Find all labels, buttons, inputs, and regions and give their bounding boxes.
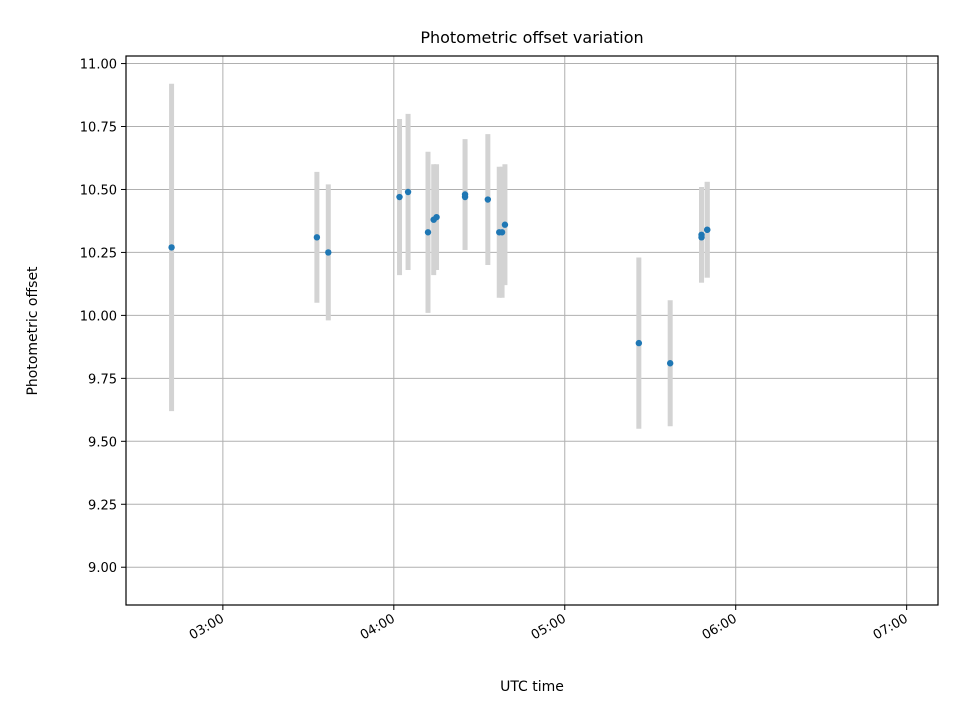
data-point bbox=[666, 360, 674, 367]
x-axis-title: UTC time bbox=[500, 679, 564, 695]
data-point bbox=[325, 249, 332, 256]
grid-lines bbox=[126, 56, 938, 605]
y-tick-label: 9.25 bbox=[88, 498, 117, 513]
y-tick-label: 10.75 bbox=[80, 121, 117, 136]
data-point bbox=[698, 234, 705, 241]
data-point bbox=[501, 221, 509, 228]
y-tick-label: 9.75 bbox=[88, 372, 117, 387]
data-points bbox=[168, 188, 711, 367]
y-tick-label: 10.50 bbox=[80, 183, 117, 198]
y-tick-label: 10.00 bbox=[80, 309, 117, 324]
data-point bbox=[404, 188, 412, 196]
data-point bbox=[433, 213, 440, 221]
y-tick-label: 10.25 bbox=[80, 246, 117, 261]
data-point bbox=[461, 193, 469, 201]
chart-title: Photometric offset variation bbox=[420, 28, 643, 47]
data-point bbox=[168, 244, 175, 251]
data-point bbox=[484, 196, 492, 203]
data-point bbox=[396, 193, 403, 201]
data-point bbox=[313, 234, 321, 241]
y-tick-label: 9.50 bbox=[88, 435, 117, 450]
data-point bbox=[704, 226, 711, 233]
y-axis-title: Photometric offset bbox=[25, 266, 41, 396]
y-axis-ticks: 9.00 9.25 9.50 9.75 10.00 10.25 10.50 10.75 11.0… bbox=[80, 58, 126, 576]
data-point bbox=[424, 229, 432, 236]
data-point bbox=[498, 229, 506, 236]
plot-frame bbox=[125, 55, 939, 606]
y-tick-label: 9.00 bbox=[88, 561, 117, 576]
data-point bbox=[635, 339, 643, 347]
y-tick-label: 11.00 bbox=[80, 58, 117, 73]
